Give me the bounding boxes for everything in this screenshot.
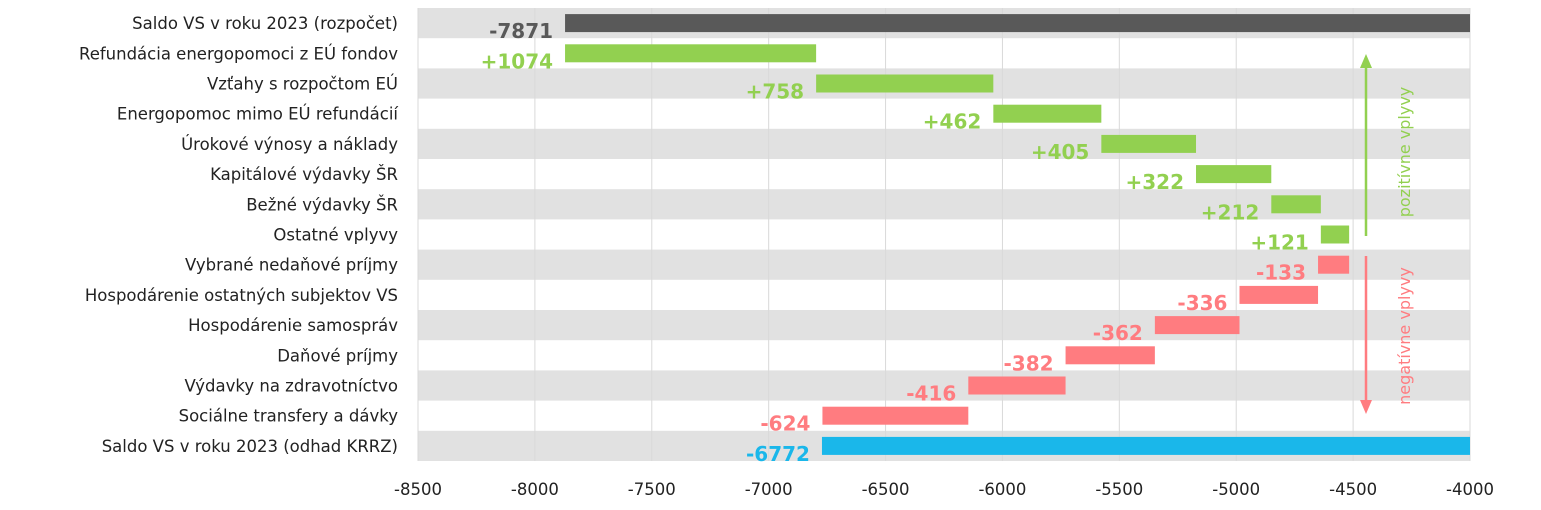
category-label: Daňové príjmy xyxy=(277,346,398,365)
data-label: +1074 xyxy=(481,49,553,73)
category-label: Hospodárenie ostatných subjektov VS xyxy=(85,286,398,305)
row-bands xyxy=(418,8,1470,461)
bar xyxy=(1065,346,1155,365)
x-tick-label: -4000 xyxy=(1446,480,1494,499)
negative-arrowhead-icon xyxy=(1360,400,1372,414)
data-label: -382 xyxy=(1004,351,1054,375)
category-label: Refundácia energopomoci z EÚ fondov xyxy=(79,44,398,63)
x-tick-label: -4500 xyxy=(1329,480,1377,499)
bar xyxy=(1271,195,1321,214)
bar xyxy=(816,74,994,93)
negative-impacts-label: negatívne vplyvy xyxy=(1395,267,1414,405)
category-label: Vzťahy s rozpočtom EÚ xyxy=(207,75,398,94)
x-tick-label: -7000 xyxy=(745,480,793,499)
bar xyxy=(1239,285,1319,304)
data-label: +212 xyxy=(1201,200,1260,224)
positive-impacts-label: pozitívne vplyvy xyxy=(1395,87,1414,218)
bars xyxy=(565,14,1470,455)
bar xyxy=(565,14,1470,33)
category-label: Energopomoc mimo EÚ refundácií xyxy=(117,105,400,124)
category-label: Výdavky na zdravotníctvo xyxy=(184,377,398,396)
data-label: +758 xyxy=(746,80,805,104)
data-label: +405 xyxy=(1031,140,1090,164)
data-label: -133 xyxy=(1256,261,1306,285)
row-band xyxy=(418,310,1470,341)
bar xyxy=(1196,165,1272,184)
category-label: Úrokové výnosy a náklady xyxy=(181,135,398,154)
negative-impacts-annotation: negatívne vplyvy xyxy=(1360,256,1414,414)
category-labels: Saldo VS v roku 2023 (rozpočet) Refundáci… xyxy=(79,14,399,456)
data-label: +322 xyxy=(1125,170,1184,194)
bar xyxy=(993,104,1102,123)
category-label: Hospodárenie samospráv xyxy=(188,316,398,335)
x-tick-label: -5000 xyxy=(1212,480,1260,499)
x-tick-label: -6500 xyxy=(862,480,910,499)
data-label: -362 xyxy=(1093,321,1143,345)
bar xyxy=(1318,255,1350,274)
category-label: Bežné výdavky ŠR xyxy=(246,195,398,214)
category-label: Kapitálové výdavky ŠR xyxy=(210,165,398,184)
bar xyxy=(968,376,1066,395)
value-labels: -7871 +1074 +758 +462 +405 +322 +212 +121 -133 -3… xyxy=(481,19,1309,466)
data-label: +462 xyxy=(923,110,982,134)
data-label: -336 xyxy=(1177,291,1227,315)
bar xyxy=(821,436,1470,455)
x-tick-label: -8000 xyxy=(511,480,559,499)
category-label: Sociálne transfery a dávky xyxy=(179,407,399,426)
category-label: Saldo VS v roku 2023 (odhad KRRZ) xyxy=(102,437,398,456)
x-tick-label: -8500 xyxy=(394,480,442,499)
data-label: +121 xyxy=(1250,231,1309,255)
x-tick-label: -6000 xyxy=(978,480,1026,499)
x-tick-label: -5500 xyxy=(1095,480,1143,499)
data-label: -7871 xyxy=(489,19,553,43)
data-label: -6772 xyxy=(746,442,810,466)
positive-impacts-annotation: pozitívne vplyvy xyxy=(1360,54,1414,236)
category-label: Ostatné vplyvy xyxy=(273,226,398,245)
data-label: -416 xyxy=(906,382,956,406)
x-tick-label: -7500 xyxy=(628,480,676,499)
bar xyxy=(1154,316,1240,335)
category-label: Saldo VS v roku 2023 (rozpočet) xyxy=(132,14,398,33)
bar xyxy=(565,44,817,63)
category-label: Vybrané nedaňové príjmy xyxy=(185,256,398,275)
row-band xyxy=(418,249,1470,280)
gridlines xyxy=(417,8,1471,461)
row-band xyxy=(418,370,1470,401)
row-band xyxy=(418,128,1470,159)
data-label: -624 xyxy=(760,412,810,436)
positive-arrowhead-icon xyxy=(1360,54,1372,68)
bar xyxy=(1320,225,1350,244)
x-axis-tick-labels: -8500 -8000 -7500 -7000 -6500 -6000 -5500 -5000… xyxy=(394,480,1494,499)
bar xyxy=(822,406,969,425)
bar xyxy=(1101,134,1197,153)
